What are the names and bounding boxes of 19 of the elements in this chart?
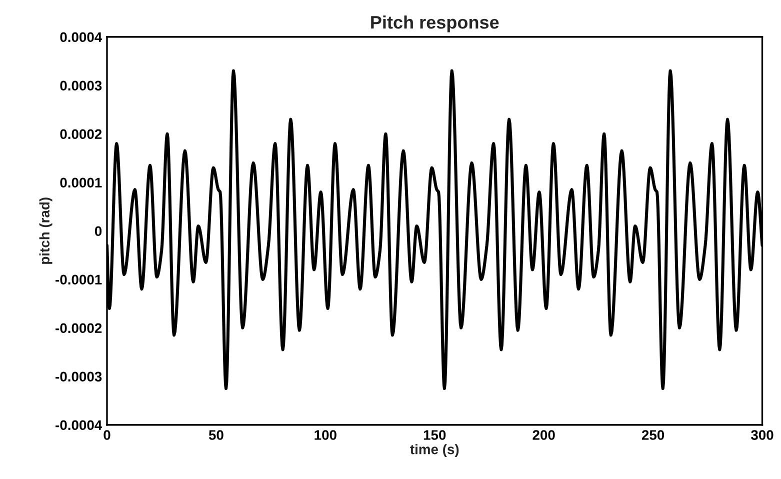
chart-title: Pitch response [371,15,499,32]
y-tick-label: 0.0004 [60,32,102,42]
y-tick-label: -0.0001 [56,274,102,285]
x-axis-title: time (s) [410,444,459,458]
x-tick-label: 150 [424,430,446,440]
x-tick-label: 300 [750,430,774,440]
x-tick-label: 0 [104,430,110,440]
y-tick-label: 0 [94,226,102,236]
x-tick-label: 200 [532,430,555,440]
y-tick-label: -0.0002 [56,323,102,334]
x-tick-label: 100 [314,430,336,440]
y-tick-label: 0.0001 [60,178,102,188]
x-tick-label: 50 [208,430,224,440]
y-tick-label: -0.0003 [56,372,102,382]
y-axis-title: pitch (rad) [39,198,52,264]
y-tick-label: 0.0003 [60,80,102,91]
x-tick-label: 250 [642,430,664,440]
y-tick-label: -0.0004 [56,420,102,430]
y-tick-label: 0.0002 [60,129,102,140]
